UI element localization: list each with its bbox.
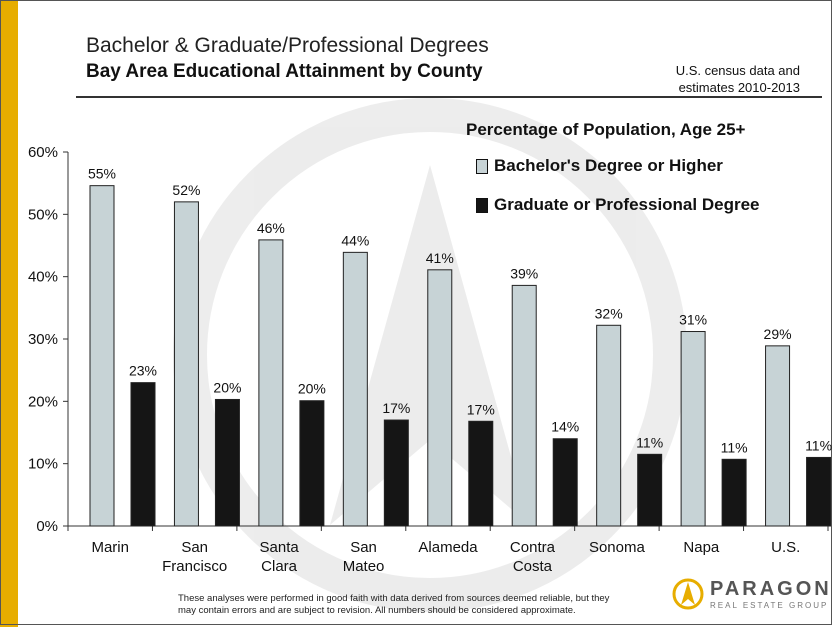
x-tick-label: Santa [260, 539, 300, 556]
paragon-emblem-icon [672, 578, 704, 610]
x-tick-label: Mateo [343, 558, 385, 575]
bar-graduate [806, 456, 832, 527]
data-label-bachelor: 41% [426, 250, 454, 266]
y-tick-label: 30% [28, 331, 58, 348]
x-tick-label: Marin [91, 539, 129, 556]
bar-bachelor [765, 345, 791, 527]
bar-graduate [552, 438, 578, 527]
y-tick-label: 20% [28, 393, 58, 410]
chart-subtitle: Bay Area Educational Attainment by Count… [86, 61, 483, 82]
data-label-bachelor: 55% [88, 166, 116, 182]
data-label-graduate: 17% [382, 400, 410, 416]
chart-title: Bachelor & Graduate/Professional Degrees [86, 34, 489, 57]
bar-bachelor [427, 269, 453, 527]
x-tick-label: Alameda [418, 539, 478, 556]
bar-bachelor [511, 284, 537, 527]
x-tick-label: Clara [261, 558, 298, 575]
bar-graduate [214, 398, 240, 527]
legend-item-bachelor: Bachelor's Degree or Higher [476, 156, 723, 176]
legend-swatch-graduate [476, 197, 488, 213]
footnote-line-1: These analyses were performed in good fa… [178, 593, 610, 604]
source-line-2: estimates 2010-2013 [678, 80, 800, 95]
data-label-bachelor: 44% [341, 232, 369, 248]
data-label-graduate: 14% [551, 419, 579, 435]
x-tick-label: San [350, 539, 377, 556]
bar-graduate [383, 419, 409, 527]
data-label-bachelor: 32% [595, 305, 623, 321]
data-label-bachelor: 29% [764, 326, 792, 342]
bar-graduate [637, 453, 663, 527]
bar-graduate [299, 400, 325, 527]
bar-bachelor [258, 239, 284, 527]
bar-graduate [130, 382, 156, 527]
y-tick-label: 60% [28, 144, 58, 161]
data-label-graduate: 17% [467, 401, 495, 417]
y-tick-label: 40% [28, 269, 58, 286]
x-tick-label: Contra [510, 539, 556, 556]
bar-bachelor [342, 251, 368, 527]
x-tick-label: Costa [513, 558, 553, 575]
x-tick-label: U.S. [771, 539, 800, 556]
bar-bachelor [173, 201, 199, 527]
header-rule [76, 96, 822, 98]
legend-item-graduate: Graduate or Professional Degree [476, 195, 759, 215]
data-label-graduate: 23% [129, 363, 157, 379]
x-tick-label: Sonoma [589, 539, 646, 556]
x-tick-label: Francisco [162, 558, 227, 575]
logo-name: PARAGON [710, 578, 832, 600]
data-label-bachelor: 31% [679, 312, 707, 328]
bar-graduate [721, 458, 747, 527]
bar-bachelor [596, 324, 622, 527]
y-tick-label: 50% [28, 206, 58, 223]
paragon-logo: PARAGON REAL ESTATE GROUP [672, 576, 832, 612]
footnote-line-2: may contain errors and are subject to re… [178, 605, 576, 616]
y-tick-label: 10% [28, 456, 58, 473]
data-label-bachelor: 46% [257, 220, 285, 236]
disclaimer-footnote: These analyses were performed in good fa… [178, 593, 638, 617]
source-line-1: U.S. census data and [675, 63, 800, 78]
bar-bachelor [680, 331, 706, 527]
legend-swatch-bachelor [476, 158, 488, 174]
x-tick-label: Napa [683, 539, 720, 556]
data-label-bachelor: 39% [510, 265, 538, 281]
data-label-graduate: 11% [805, 437, 832, 453]
x-tick-label: San [181, 539, 208, 556]
data-label-graduate: 20% [213, 379, 241, 395]
logo-tagline: REAL ESTATE GROUP [710, 601, 829, 610]
accent-bar [0, 0, 18, 627]
bar-graduate [468, 420, 494, 527]
legend-label-graduate: Graduate or Professional Degree [494, 195, 760, 214]
legend-label-bachelor: Bachelor's Degree or Higher [494, 156, 723, 175]
bar-bachelor [89, 185, 115, 527]
data-label-bachelor: 52% [172, 182, 200, 198]
y-tick-label: 0% [36, 518, 58, 535]
legend-title: Percentage of Population, Age 25+ [466, 120, 746, 139]
source-note: U.S. census data and estimates 2010-2013 [640, 62, 800, 96]
data-label-graduate: 11% [721, 439, 748, 455]
data-label-graduate: 20% [298, 381, 326, 397]
data-label-graduate: 11% [636, 434, 663, 450]
